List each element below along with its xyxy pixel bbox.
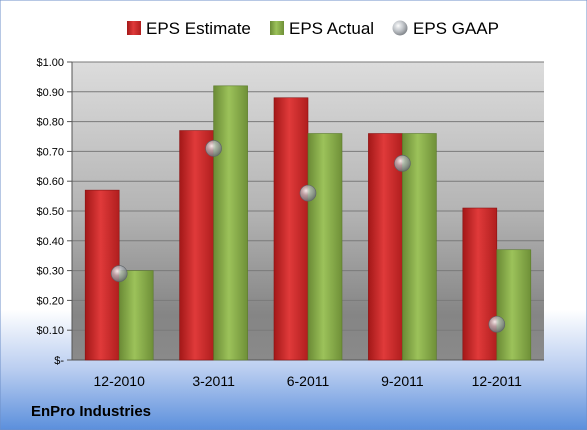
bar-eps-actual — [118, 270, 154, 361]
legend-swatch-gaap — [392, 20, 408, 36]
marker-eps-gaap — [110, 265, 128, 282]
bar-eps-actual — [402, 133, 437, 361]
y-tick-label: $0.20 — [36, 295, 64, 307]
company-name: EnPro Industries — [31, 403, 151, 420]
bar-eps-estimate — [462, 207, 498, 361]
marker-eps-gaap — [488, 315, 506, 333]
bar-eps-estimate — [273, 97, 309, 361]
y-tick-label: $0.10 — [36, 325, 64, 337]
x-category-label: 12-2011 — [472, 373, 523, 389]
legend-label-estimate: EPS Estimate — [146, 19, 251, 38]
legend-swatch-estimate — [127, 21, 141, 35]
legend-swatch-actual — [270, 21, 284, 35]
marker-eps-gaap — [394, 155, 411, 172]
y-tick-label: $0.40 — [36, 236, 64, 248]
legend: EPS Estimate EPS Actual EPS GAAP — [127, 19, 499, 38]
y-tick-label: $0.60 — [36, 176, 64, 188]
marker-eps-gaap — [299, 184, 317, 202]
y-tick-label: $0.30 — [36, 266, 64, 278]
y-tick-label: $0.70 — [36, 146, 64, 158]
legend-label-actual: EPS Actual — [289, 19, 374, 38]
y-tick-label: $- — [54, 355, 64, 367]
y-tick-label: $1.00 — [36, 57, 64, 69]
gaap-markers — [110, 140, 506, 333]
x-category-label: 6-2011 — [287, 373, 330, 389]
bar-eps-actual — [213, 85, 248, 361]
y-tick-label: $0.90 — [36, 87, 64, 99]
bar-eps-actual — [307, 133, 343, 361]
x-category-label: 12-2010 — [94, 373, 146, 389]
legend-label-gaap: EPS GAAP — [413, 19, 499, 38]
x-category-label: 3-2011 — [192, 373, 235, 389]
y-tick-label: $0.80 — [36, 117, 64, 129]
bar-eps-estimate — [368, 133, 403, 361]
bar-eps-actual — [496, 249, 532, 361]
x-category-label: 9-2011 — [381, 373, 424, 389]
bars — [84, 85, 532, 361]
bar-eps-estimate — [179, 130, 214, 361]
y-tick-label: $0.50 — [36, 206, 64, 218]
marker-eps-gaap — [205, 140, 222, 157]
x-axis-labels: 12-2010 3-2011 6-2011 9-2011 12-2011 — [94, 373, 523, 389]
